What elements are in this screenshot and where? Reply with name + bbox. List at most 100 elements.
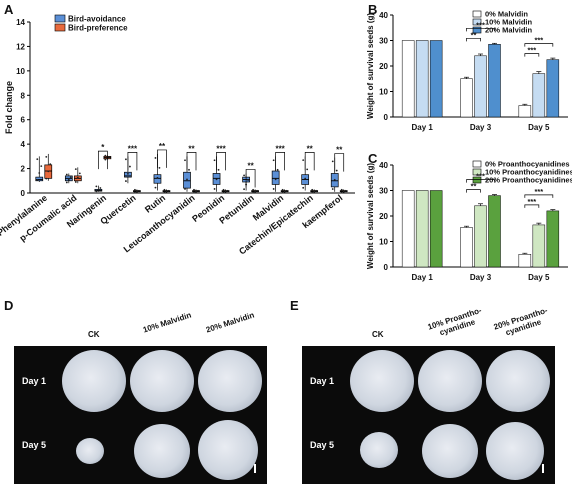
data-point [134,188,136,191]
data-point [69,176,72,179]
data-point [136,190,138,193]
y-tick-label: 2 [21,165,26,174]
significance-mark: *** [216,144,226,153]
data-point [226,189,229,192]
panel-c-y-tick-label: 40 [379,161,388,170]
panel-b-bar [401,40,415,118]
panel-c-sig-bracket [524,194,554,198]
significance-mark: ** [336,146,343,155]
seed-pile-20-day5 [198,420,258,480]
data-point [222,191,225,194]
data-point [215,178,218,181]
panel-c-bar [474,205,487,268]
scale-bar [542,464,544,473]
panel-c-bar [429,190,443,268]
significance-mark: ** [188,144,195,153]
data-point [272,188,275,190]
y-tick-label: 10 [16,67,25,76]
data-point [95,190,98,193]
panel-a-letter: A [4,2,14,17]
data-point [193,191,195,194]
panel-c-sig-mark: ** [471,182,477,191]
legend-label: Bird-preference [68,24,128,33]
y-tick-label: 14 [16,18,25,27]
seed-pile-ck-day1 [62,350,126,412]
data-point [45,177,48,180]
data-point [163,188,166,191]
panel-e-letter: E [290,298,299,313]
panel-c-sig-mark: *** [527,197,536,206]
significance-mark: ** [307,144,314,153]
box [271,170,280,185]
data-point [188,168,190,171]
y-tick-label: 6 [21,116,26,125]
panel-b-x-tick-label: Day 3 [470,123,492,132]
data-point [125,158,127,161]
panel-c-bar [546,210,560,268]
data-point [213,159,216,162]
panel-b-bar [546,59,560,118]
panel-b-bar [429,40,443,118]
panel-c-bar [401,190,415,268]
panel-b-y-tick-label: 0 [384,113,389,122]
panel-c-legend-swatch [472,168,482,176]
panel-d-row-day5: Day 5 [22,440,47,450]
data-point [78,172,81,175]
data-point [193,188,195,191]
data-point [247,179,249,181]
data-point [108,156,111,158]
data-point [335,169,338,172]
data-point [304,177,307,180]
legend-swatch [54,23,66,32]
data-point [167,189,170,192]
data-point [36,179,39,181]
data-point [331,160,334,163]
legend-label: Bird-avoidance [68,15,126,24]
data-point [38,172,41,174]
y-tick-label: 12 [16,42,25,51]
seed-pile-ck-day5 [360,432,398,468]
significance-bracket [127,152,138,171]
panel-b-sig-mark: *** [476,20,485,29]
panel-b-legend-label: 20% Malvidin [485,26,533,35]
panel-e-col-ck: CK [372,330,384,339]
data-point [154,186,157,189]
panel-c-sig-mark: *** [476,172,485,181]
data-point [74,168,77,170]
panel-b-bar [532,73,546,118]
data-point [213,188,216,190]
scale-bar [254,464,256,473]
data-point [134,191,136,194]
panel-c-letter: C [368,151,378,166]
data-point [195,190,197,193]
panel-b-legend-swatch [472,18,482,26]
significance-bracket [304,152,315,171]
panel-b-bar [488,44,501,118]
panel-c-y-tick-label: 20 [379,212,388,221]
significance-bracket [98,150,108,170]
data-point [285,189,288,192]
significance-bracket [157,149,167,168]
data-point [186,178,188,181]
seed-pile-20-day1 [486,350,550,412]
data-point [104,158,107,161]
data-point [302,159,305,162]
panel-e-row-day5: Day 5 [310,440,335,450]
data-point [333,178,336,181]
data-point [302,186,305,189]
data-point [344,189,347,192]
panel-b-sig-mark: *** [534,36,543,45]
panel-c-bar [518,254,532,268]
data-point [65,181,68,184]
panel-c-y-tick-label: 30 [379,187,388,196]
data-point [156,176,159,179]
seed-pile-ck-day1 [350,350,414,412]
panel-b-bar [474,55,487,118]
seed-pile-10-day1 [130,350,194,412]
panel-b-bar [415,40,429,118]
panel-b-y-axis-label: Weight of survival seeds (g) [366,13,375,119]
panel-b-y-tick-label: 40 [379,11,388,20]
data-point [254,190,256,193]
panel-c-legend-swatch [472,176,482,184]
